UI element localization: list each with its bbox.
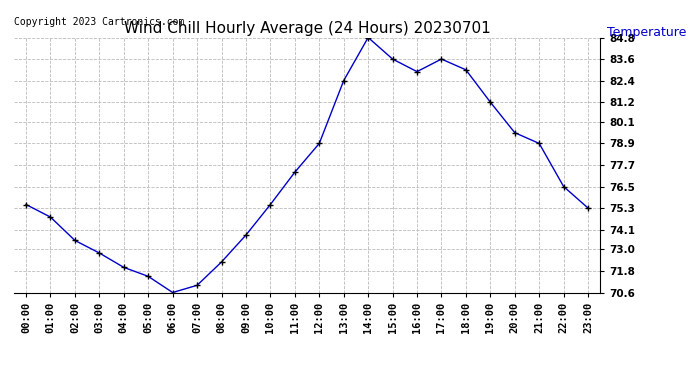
Text: Temperature (°F): Temperature (°F) [607,26,690,39]
Text: Copyright 2023 Cartronics.com: Copyright 2023 Cartronics.com [14,17,184,27]
Title: Wind Chill Hourly Average (24 Hours) 20230701: Wind Chill Hourly Average (24 Hours) 202… [124,21,491,36]
